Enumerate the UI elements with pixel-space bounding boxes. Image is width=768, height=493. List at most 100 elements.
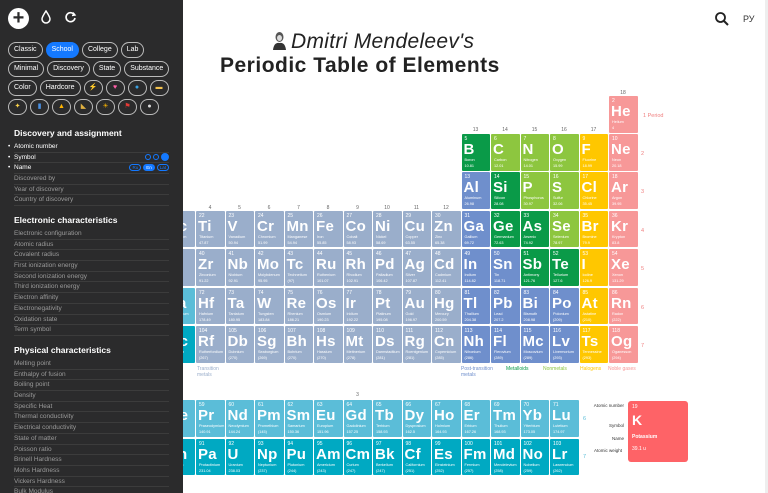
sidebar-item-state-of-matter[interactable]: State of matter	[14, 434, 169, 445]
element-Fe[interactable]: 26 Fe Iron 55.85	[314, 210, 343, 248]
sidebar-item-bulk-modulus[interactable]: Bulk Modulus	[14, 487, 169, 493]
sidebar-item-country-of-discovery[interactable]: Country of discovery	[14, 195, 169, 207]
emoji-pill-4[interactable]: ✦	[8, 99, 27, 115]
pill-discovery[interactable]: Discovery	[47, 61, 90, 77]
element-Co[interactable]: 27 Co Cobalt 58.93	[343, 210, 372, 248]
option-dot[interactable]	[145, 153, 151, 160]
emoji-pill-2[interactable]: ●	[127, 80, 147, 96]
sidebar-item-discovered-by[interactable]: Discovered by	[14, 174, 169, 185]
pill-substance[interactable]: Substance	[124, 61, 170, 77]
element-Sb[interactable]: 51 Sb Antimony 121.76	[520, 249, 549, 286]
element-Rf[interactable]: 104 Rf Rutherfordium (267)	[196, 326, 225, 363]
element-Lr[interactable]: 103 Lr Lawrencium (262)	[550, 438, 579, 475]
sidebar-item-covalent-radius[interactable]: Covalent radius	[14, 250, 169, 262]
element-Mc[interactable]: 115 Mc Moscovium (289)	[520, 326, 549, 363]
sidebar-item-second-ionization-energy[interactable]: Second ionization energy	[14, 272, 169, 283]
element-Nh[interactable]: 113 Nh Nihonium (286)	[461, 326, 490, 363]
sidebar-item-density[interactable]: Density	[14, 391, 169, 402]
element-Ta[interactable]: 73 Ta Tantalum 180.95	[225, 287, 254, 325]
element-He[interactable]: 2 He Helium 4	[609, 96, 638, 133]
pill-college[interactable]: College	[81, 42, 118, 58]
element-Am[interactable]: 95 Am Americium (243)	[314, 438, 343, 475]
element-Sm[interactable]: 62 Sm Samarium 150.36	[284, 400, 313, 437]
element-Lu[interactable]: 71 Lu Lutetium 174.97	[550, 400, 579, 437]
element-Og[interactable]: 118 Og Oganesson (294)	[609, 326, 638, 363]
element-Nb[interactable]: 41 Nb Niobium 92.91	[225, 249, 254, 286]
element-Pt[interactable]: 78 Pt Platinum 195.08	[373, 287, 402, 325]
option-dot-selected[interactable]	[161, 152, 169, 161]
sidebar-item-brinell-hardness[interactable]: Brinell Hardness	[14, 455, 169, 466]
emoji-pill-5[interactable]: ▮	[30, 99, 49, 115]
element-Pb[interactable]: 82 Pb Lead 207.2	[491, 287, 520, 325]
element-P[interactable]: 15 P Phosphorus 30.97	[520, 172, 549, 209]
pill-hardcore[interactable]: Hardcore	[39, 80, 81, 96]
lang-option-lat[interactable]: Lat	[156, 164, 169, 172]
sidebar-item-electrical-conductivity[interactable]: Electrical conductivity	[14, 423, 169, 434]
element-Au[interactable]: 79 Au Gold 196.97	[402, 287, 431, 325]
pill-classic[interactable]: Classic	[8, 42, 43, 58]
element-Tc[interactable]: 43 Tc Technetium (97)	[284, 249, 313, 286]
sidebar-item-first-ionization-energy[interactable]: First ionization energy	[14, 261, 169, 272]
element-Ar[interactable]: 18 Ar Argon 39.95	[609, 172, 638, 209]
element-Br[interactable]: 35 Br Bromine 79.9	[579, 210, 608, 248]
emoji-pill-8[interactable]: ☀	[96, 99, 115, 115]
element-No[interactable]: 102 No Nobelium (259)	[520, 438, 549, 475]
element-Mt[interactable]: 109 Mt Meitnerium (278)	[343, 326, 372, 363]
sidebar-item-electronegativity[interactable]: Electronegativity	[14, 304, 169, 315]
element-Os[interactable]: 76 Os Osmium 190.23	[314, 287, 343, 325]
element-Rg[interactable]: 111 Rg Roentgenium (281)	[402, 326, 431, 363]
element-Ho[interactable]: 67 Ho Holmium 164.93	[432, 400, 461, 437]
element-Ir[interactable]: 77 Ir Iridium 192.22	[343, 287, 372, 325]
element-W[interactable]: 74 W Tungsten 183.84	[255, 287, 284, 325]
element-Ni[interactable]: 28 Ni Nickel 58.69	[373, 210, 402, 248]
search-icon[interactable]	[714, 11, 730, 27]
element-Cd[interactable]: 48 Cd Cadmium 112.41	[432, 249, 461, 286]
sidebar-item-third-ionization-energy[interactable]: Third ionization energy	[14, 282, 169, 294]
sidebar-item-boiling-point[interactable]: Boiling point	[14, 380, 169, 392]
element-Po[interactable]: 84 Po Polonium (209)	[550, 287, 579, 325]
element-As[interactable]: 33 As Arsenic 74.92	[520, 210, 549, 248]
drop-icon[interactable]	[39, 9, 53, 27]
element-Cl[interactable]: 17 Cl Chlorine 35.45	[579, 172, 608, 209]
sidebar-item-electron-affinity[interactable]: Electron affinity	[14, 293, 169, 304]
element-At[interactable]: 85 At Astatine (210)	[579, 287, 608, 325]
sidebar-item-year-of-discovery[interactable]: Year of discovery	[14, 185, 169, 196]
element-Cm[interactable]: 96 Cm Curium (247)	[343, 438, 372, 475]
language-button[interactable]: РУ	[743, 14, 755, 24]
element-In[interactable]: 49 In Indium 114.82	[461, 249, 490, 286]
element-Bk[interactable]: 97 Bk Berkelium (247)	[373, 438, 402, 475]
pill-color[interactable]: Color	[8, 80, 37, 96]
element-C[interactable]: 6 C Carbon 12.01	[491, 134, 520, 171]
pill-school[interactable]: School	[45, 42, 79, 58]
element-Pa[interactable]: 91 Pa Protactinium 231.04	[196, 438, 225, 475]
emoji-pill-0[interactable]: ⚡	[83, 80, 103, 96]
emoji-pill-3[interactable]: ▬	[149, 80, 169, 96]
element-Cf[interactable]: 98 Cf Californium (251)	[402, 438, 431, 475]
element-S[interactable]: 16 S Sulfur 32.06	[550, 172, 579, 209]
element-Dy[interactable]: 66 Dy Dysprosium 162.5	[402, 400, 431, 437]
element-I[interactable]: 53 I Iodine 126.9	[579, 249, 608, 286]
sidebar-item-specific-heat[interactable]: Specific Heat	[14, 402, 169, 413]
element-Hf[interactable]: 72 Hf Hafnium 178.49	[196, 287, 225, 325]
pill-minimal[interactable]: Minimal	[8, 61, 45, 77]
element-Fm[interactable]: 100 Fm Fermium (257)	[461, 438, 490, 475]
element-Lv[interactable]: 116 Lv Livermorium (293)	[550, 326, 579, 363]
element-Tb[interactable]: 65 Tb Terbium 158.93	[373, 400, 402, 437]
element-Ds[interactable]: 110 Ds Darmstadtium (281)	[373, 326, 402, 363]
sidebar-item-atomic-radius[interactable]: Atomic radius	[14, 240, 169, 251]
element-Ne[interactable]: 10 Ne Neon 20.18	[609, 134, 638, 171]
element-Tl[interactable]: 81 Tl Thallium 204.38	[461, 287, 490, 325]
element-Gd[interactable]: 64 Gd Gadolinium 157.25	[343, 400, 372, 437]
element-Eu[interactable]: 63 Eu Europium 151.96	[314, 400, 343, 437]
element-Hg[interactable]: 80 Hg Mercury 200.59	[432, 287, 461, 325]
sidebar-item-vickers-hardness[interactable]: Vickers Hardness	[14, 477, 169, 488]
sidebar-item-melting-point[interactable]: Melting point	[14, 359, 169, 370]
emoji-pill-10[interactable]: ●	[140, 99, 159, 115]
element-Np[interactable]: 93 Np Neptunium (237)	[255, 438, 284, 475]
emoji-pill-9[interactable]: ⚑	[118, 99, 137, 115]
element-Sn[interactable]: 50 Sn Tin 118.71	[491, 249, 520, 286]
element-B[interactable]: 5 B Boron 10.81	[461, 134, 490, 171]
sidebar-item-poisson-ratio[interactable]: Poisson ratio	[14, 445, 169, 456]
element-Xe[interactable]: 54 Xe Xenon 131.29	[609, 249, 638, 286]
